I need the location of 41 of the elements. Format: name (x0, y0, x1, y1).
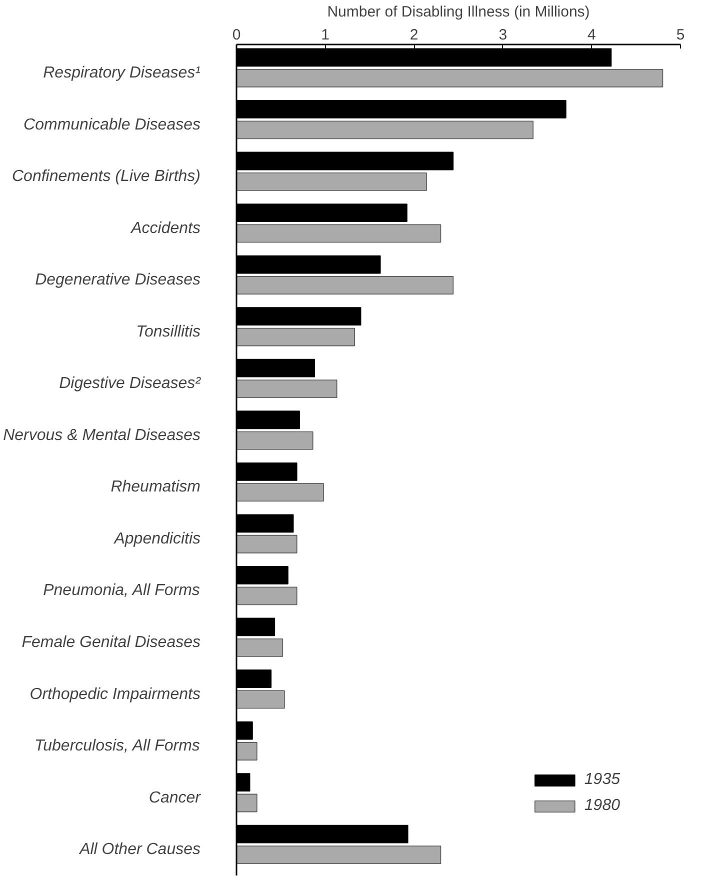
bar (236, 483, 324, 502)
bar (236, 172, 427, 191)
y-tick-label: Respiratory Diseases¹ (43, 64, 201, 82)
bar (236, 690, 285, 709)
y-tick-label: Nervous & Mental Diseases (3, 426, 201, 444)
y-tick-label: All Other Causes (78, 841, 200, 858)
bar (236, 328, 356, 346)
x-tick-label: 3 (498, 26, 508, 44)
y-tick-label: Cancer (148, 789, 202, 806)
bar (236, 276, 454, 294)
y-tick-label: Tuberculosis, All Forms (34, 738, 200, 755)
y-tick-label: Orthopedic Impairments (30, 686, 200, 703)
y-tick-label: Accidents (130, 220, 201, 237)
bar (236, 638, 284, 657)
y-tick-label: Pneumonia, All Forms (43, 582, 200, 600)
bar (236, 534, 298, 554)
x-axis-title: Number of Disabling Illness (in Millions) (327, 4, 590, 20)
bar (236, 794, 258, 812)
bar (236, 380, 338, 398)
bar (236, 742, 258, 760)
legend-label: 1935 (584, 771, 620, 789)
x-tick-label: 1 (321, 26, 330, 44)
bar (236, 120, 534, 140)
x-tick-label: 5 (676, 26, 685, 44)
y-tick-label: Appendicitis (113, 530, 201, 548)
x-tick-label: 4 (588, 26, 596, 44)
y-tick-label: Rheumatism (110, 478, 201, 496)
bar (236, 224, 442, 243)
y-tick-label: Confinements (Live Births) (12, 168, 200, 186)
x-tick-label: 2 (410, 26, 418, 44)
y-tick-label: Digestive Diseases² (59, 375, 202, 392)
y-tick-label: Tonsillitis (136, 323, 201, 340)
bar (236, 431, 314, 450)
x-tick-label: 0 (232, 26, 241, 44)
y-tick-label: Degenerative Diseases (35, 272, 200, 289)
legend-label: 1980 (584, 797, 620, 815)
bar (236, 68, 664, 88)
bar (236, 586, 298, 606)
y-tick-label: Communicable Diseases (24, 116, 201, 134)
y-tick-label: Female Genital Diseases (22, 634, 201, 652)
bar (236, 846, 442, 864)
